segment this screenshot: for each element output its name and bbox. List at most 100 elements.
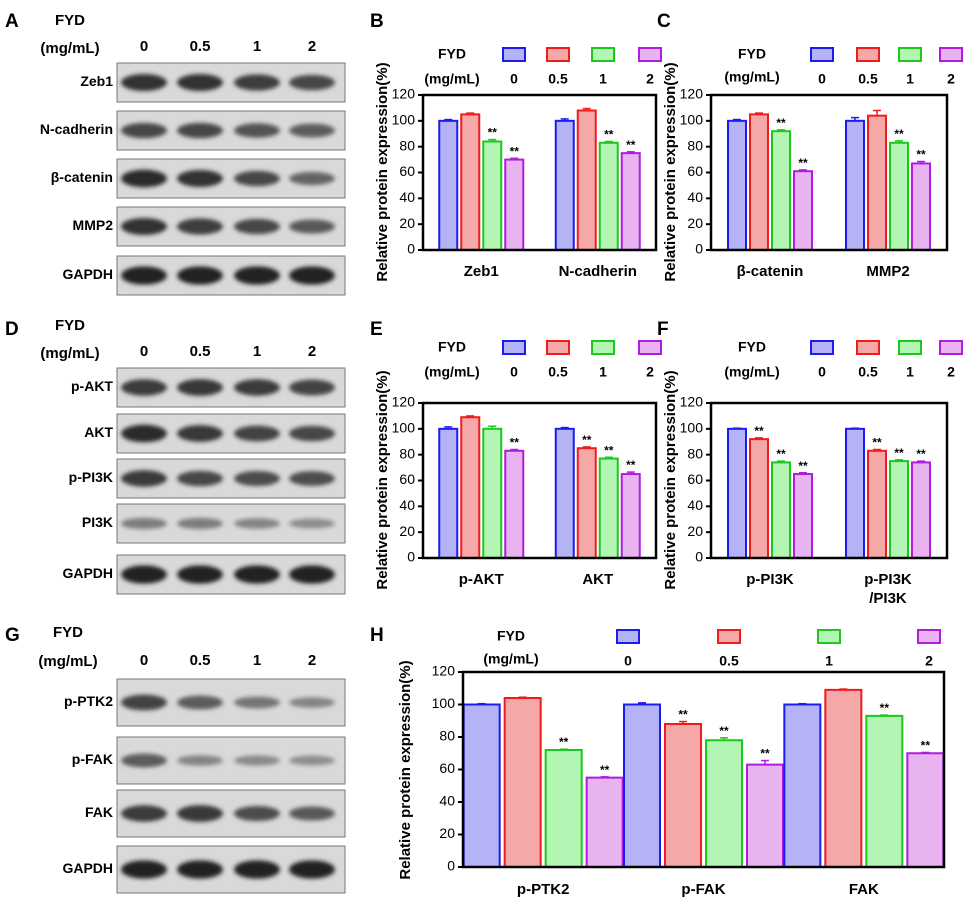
bar xyxy=(705,739,743,868)
blot-band xyxy=(234,518,280,529)
x-category-label: p-AKT xyxy=(459,571,504,588)
blot-band xyxy=(177,860,223,879)
blot-row-label: p-PTK2 xyxy=(64,693,113,709)
legend-swatch xyxy=(939,47,963,62)
bar xyxy=(438,119,459,252)
bar xyxy=(438,427,459,560)
significance-mark: ** xyxy=(776,447,786,461)
y-tick-label: 100 xyxy=(680,420,704,436)
dose-label: 1 xyxy=(253,343,261,360)
bar xyxy=(503,697,542,868)
blot-band xyxy=(289,518,335,529)
significance-mark: ** xyxy=(488,126,498,140)
y-tick-label: 120 xyxy=(680,86,704,102)
significance-mark: ** xyxy=(604,443,614,457)
x-category-label: N-cadherin xyxy=(559,263,637,280)
blot-band xyxy=(121,470,167,487)
significance-mark: ** xyxy=(559,735,569,749)
legend-entry: 1 xyxy=(906,364,914,380)
blot-band xyxy=(289,806,335,821)
blot-band xyxy=(234,425,280,442)
blot-band xyxy=(234,565,280,584)
y-tick-label: 20 xyxy=(399,215,415,231)
bar xyxy=(460,416,481,560)
legend-swatch xyxy=(616,629,640,644)
blot-band xyxy=(121,753,167,768)
panel-letter: G xyxy=(5,625,20,646)
blot-row: N-cadherin xyxy=(40,110,346,151)
y-tick-label: 80 xyxy=(399,445,415,461)
x-category-label: p-PI3K xyxy=(864,571,912,588)
bar xyxy=(576,447,597,560)
y-axis-label: Relative protein expression(%) xyxy=(374,62,391,281)
y-tick-label: 0 xyxy=(695,241,703,257)
y-tick-label: 100 xyxy=(392,112,416,128)
blot-band xyxy=(121,217,167,236)
legend-entry: 0.5 xyxy=(858,71,878,87)
legend-swatch xyxy=(939,340,963,355)
bar xyxy=(576,109,597,251)
legend-swatch xyxy=(810,47,834,62)
y-tick-label: 120 xyxy=(680,394,704,410)
panel-letter: B xyxy=(370,11,384,32)
legend-swatch xyxy=(638,340,662,355)
significance-mark: ** xyxy=(894,446,904,460)
dose-label: 1 xyxy=(253,652,261,669)
blot-row: p-FAK xyxy=(72,736,346,785)
x-category-label: AKT xyxy=(582,571,613,588)
bar xyxy=(771,130,791,252)
legend-entry: 0 xyxy=(818,71,826,87)
blot-header-fyd: FYD xyxy=(53,624,83,641)
y-tick-label: 80 xyxy=(439,728,455,744)
bar xyxy=(867,114,887,251)
y-tick-label: 20 xyxy=(687,523,703,539)
y-axis-label: Relative protein expression(%) xyxy=(662,370,679,589)
significance-mark: ** xyxy=(604,128,614,142)
bar xyxy=(462,703,501,868)
y-tick-label: 80 xyxy=(687,137,703,153)
y-tick-label: 40 xyxy=(399,189,415,205)
legend-swatch xyxy=(817,629,841,644)
blot-row-label: GAPDH xyxy=(62,860,113,876)
legend-entry: 1 xyxy=(825,653,833,669)
blot-row-label: Zeb1 xyxy=(80,73,113,89)
y-tick-label: 120 xyxy=(432,663,456,679)
blot-band xyxy=(121,266,167,285)
blot-band xyxy=(234,470,280,487)
y-tick-label: 0 xyxy=(407,549,415,565)
y-tick-label: 60 xyxy=(399,471,415,487)
bar xyxy=(906,752,945,868)
blot-band xyxy=(289,74,335,91)
dose-label: 2 xyxy=(308,652,316,669)
legend-entry: 0 xyxy=(510,71,518,87)
blot-header-fyd: FYD xyxy=(55,317,85,334)
blot-header-unit: (mg/mL) xyxy=(38,653,97,670)
significance-mark: ** xyxy=(626,458,636,472)
plot-frame xyxy=(709,401,949,560)
bar xyxy=(482,140,503,251)
y-tick-label: 60 xyxy=(687,163,703,179)
blot-band xyxy=(289,425,335,442)
blot-row: MMP2 xyxy=(73,206,346,247)
y-tick-label: 100 xyxy=(432,695,456,711)
blot-band xyxy=(121,805,167,822)
dose-label: 1 xyxy=(253,38,261,55)
x-category-label: Zeb1 xyxy=(464,263,499,280)
bar xyxy=(793,170,813,251)
blot-header-fyd: FYD xyxy=(55,12,85,29)
blot-band xyxy=(121,517,167,530)
blot-band xyxy=(289,755,335,766)
legend-swatch xyxy=(591,340,615,355)
bar xyxy=(783,703,822,868)
bar xyxy=(482,427,503,560)
blot-band xyxy=(177,73,223,92)
legend-entry: 0 xyxy=(510,364,518,380)
y-axis-label: Relative protein expression(%) xyxy=(397,660,414,879)
legend-title-unit: (mg/mL) xyxy=(483,651,538,667)
bar xyxy=(845,119,865,252)
significance-mark: ** xyxy=(760,747,770,761)
dose-label: 0 xyxy=(140,38,148,55)
y-tick-label: 20 xyxy=(687,215,703,231)
legend-entry: 2 xyxy=(925,653,933,669)
